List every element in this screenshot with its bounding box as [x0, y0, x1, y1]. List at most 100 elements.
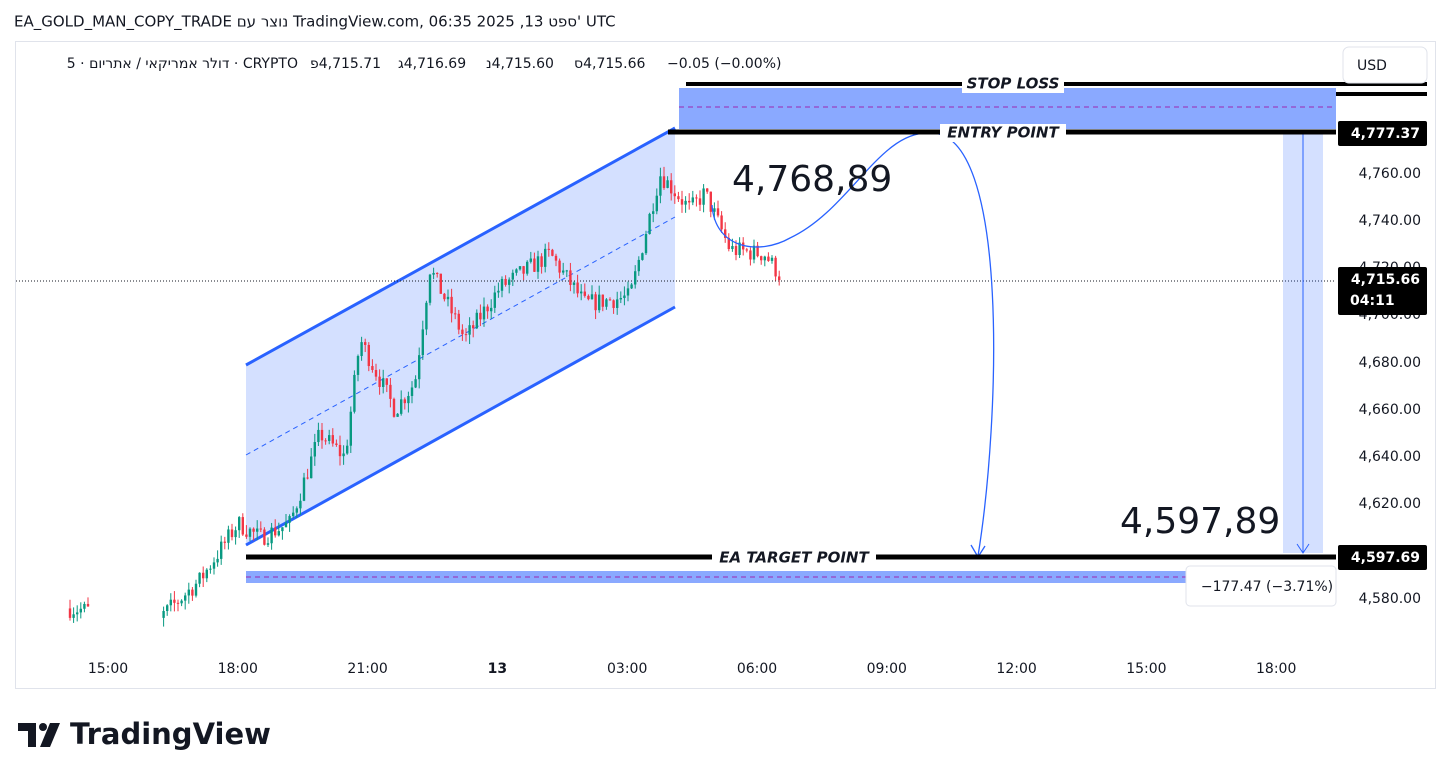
- y-tick-label: 4,660.00: [1359, 402, 1421, 418]
- candle-body: [738, 242, 741, 256]
- candle-body: [644, 234, 648, 254]
- candle-body: [205, 569, 208, 579]
- candle-body: [428, 274, 432, 303]
- candle-body: [486, 306, 489, 312]
- candle-body: [659, 176, 662, 196]
- y-tick-label: 4,580.00: [1359, 591, 1421, 607]
- x-tick-label: 13: [488, 661, 507, 677]
- label-bg: [712, 549, 876, 567]
- candle-body: [241, 517, 244, 535]
- candle-body: [565, 270, 568, 272]
- candle-body: [767, 256, 770, 261]
- candle-body: [371, 366, 374, 370]
- candle-body: [518, 266, 522, 270]
- target-label: EA TARGET POINT: [719, 549, 870, 567]
- candle-body: [472, 325, 475, 329]
- candle-body: [443, 293, 446, 300]
- candle-body: [716, 208, 720, 216]
- candle-body: [461, 329, 464, 335]
- candle-body: [209, 568, 212, 570]
- target-note: 4,597,89: [1120, 501, 1280, 542]
- candle-body: [515, 269, 518, 273]
- candle-body: [727, 237, 730, 250]
- candle-body: [619, 298, 622, 300]
- candle-body: [68, 608, 72, 618]
- target-price-tag: [1338, 545, 1427, 570]
- entry-label: ENTRY POINT: [947, 124, 1060, 142]
- candle-body: [526, 261, 529, 274]
- candle-body: [749, 250, 752, 260]
- logo-mark: [39, 723, 47, 731]
- candle-body: [259, 528, 262, 530]
- footer-brand: TradingView: [70, 717, 271, 751]
- candle-body: [752, 245, 756, 260]
- candle-body: [176, 602, 180, 604]
- footer-logo: TradingView: [18, 717, 271, 751]
- candle-body: [734, 246, 738, 256]
- candle-body: [407, 395, 410, 404]
- candle-body: [634, 271, 637, 285]
- candle-body: [389, 384, 392, 399]
- candle-body: [248, 528, 252, 537]
- channel-mid: [245, 216, 676, 456]
- candle-body: [335, 443, 338, 445]
- candle-body: [497, 290, 500, 293]
- candle-body: [79, 608, 82, 613]
- candle-body: [320, 429, 324, 441]
- candle-body: [511, 272, 514, 280]
- candle-body: [763, 256, 766, 261]
- path-curve: [711, 132, 995, 557]
- candle-body: [432, 272, 435, 275]
- y-tick-label: 4,640.00: [1359, 449, 1421, 465]
- candle-body: [410, 387, 414, 396]
- candle-body: [540, 256, 543, 267]
- candle-body: [479, 312, 482, 320]
- candle-body: [695, 197, 698, 199]
- legend-open: פ4,715.71: [310, 56, 381, 72]
- stop-band: [679, 88, 1336, 129]
- candle-body: [288, 516, 291, 523]
- x-tick-label: 18:00: [1256, 661, 1296, 677]
- target-price: 4,597.69: [1351, 550, 1420, 566]
- x-tick-label: 15:00: [1126, 661, 1166, 677]
- y-tick-label: 4,620.00: [1359, 496, 1421, 512]
- entry-price-tag: [1338, 121, 1427, 146]
- candle-body: [698, 198, 702, 205]
- candle-body: [194, 583, 198, 596]
- candle-body: [490, 307, 493, 312]
- candle-body: [536, 256, 540, 272]
- candle-body: [310, 456, 313, 479]
- legend-close: ס4,715.66: [574, 56, 646, 72]
- currency-label: USD: [1357, 58, 1387, 74]
- candle-body: [702, 188, 705, 205]
- candle-body: [378, 376, 381, 387]
- candle-body: [349, 411, 352, 446]
- candle-body: [180, 600, 183, 604]
- candle-body: [641, 253, 644, 260]
- x-tick-label: 03:00: [607, 661, 647, 677]
- candle-body: [576, 282, 579, 294]
- candle-body: [313, 442, 316, 457]
- candle-body: [688, 200, 691, 203]
- candle-body: [421, 329, 424, 356]
- candle-body: [500, 278, 504, 291]
- y-tick-label: 4,740.00: [1359, 213, 1421, 229]
- currency-button[interactable]: [1342, 46, 1428, 84]
- candle-body: [266, 543, 270, 545]
- candle-body: [724, 229, 727, 238]
- time-axis: 15:00 18:00 21:00 13 03:00 06:00 09:00 12:00 15:…: [88, 661, 1297, 677]
- candle-body: [533, 258, 536, 272]
- x-tick-label: 09:00: [867, 661, 907, 677]
- last-price: 4,715.66: [1351, 272, 1420, 288]
- y-tick-label: 4,760.00: [1359, 166, 1421, 182]
- candle-body: [616, 299, 619, 308]
- stop-loss-label: STOP LOSS: [967, 75, 1060, 93]
- candle-body: [756, 245, 759, 257]
- entry-price: 4,777.37: [1351, 126, 1420, 142]
- candle-body: [245, 534, 248, 537]
- x-tick-label: 21:00: [347, 661, 387, 677]
- candle-body: [508, 279, 511, 285]
- candle-body: [655, 195, 658, 212]
- candle-body: [554, 255, 558, 261]
